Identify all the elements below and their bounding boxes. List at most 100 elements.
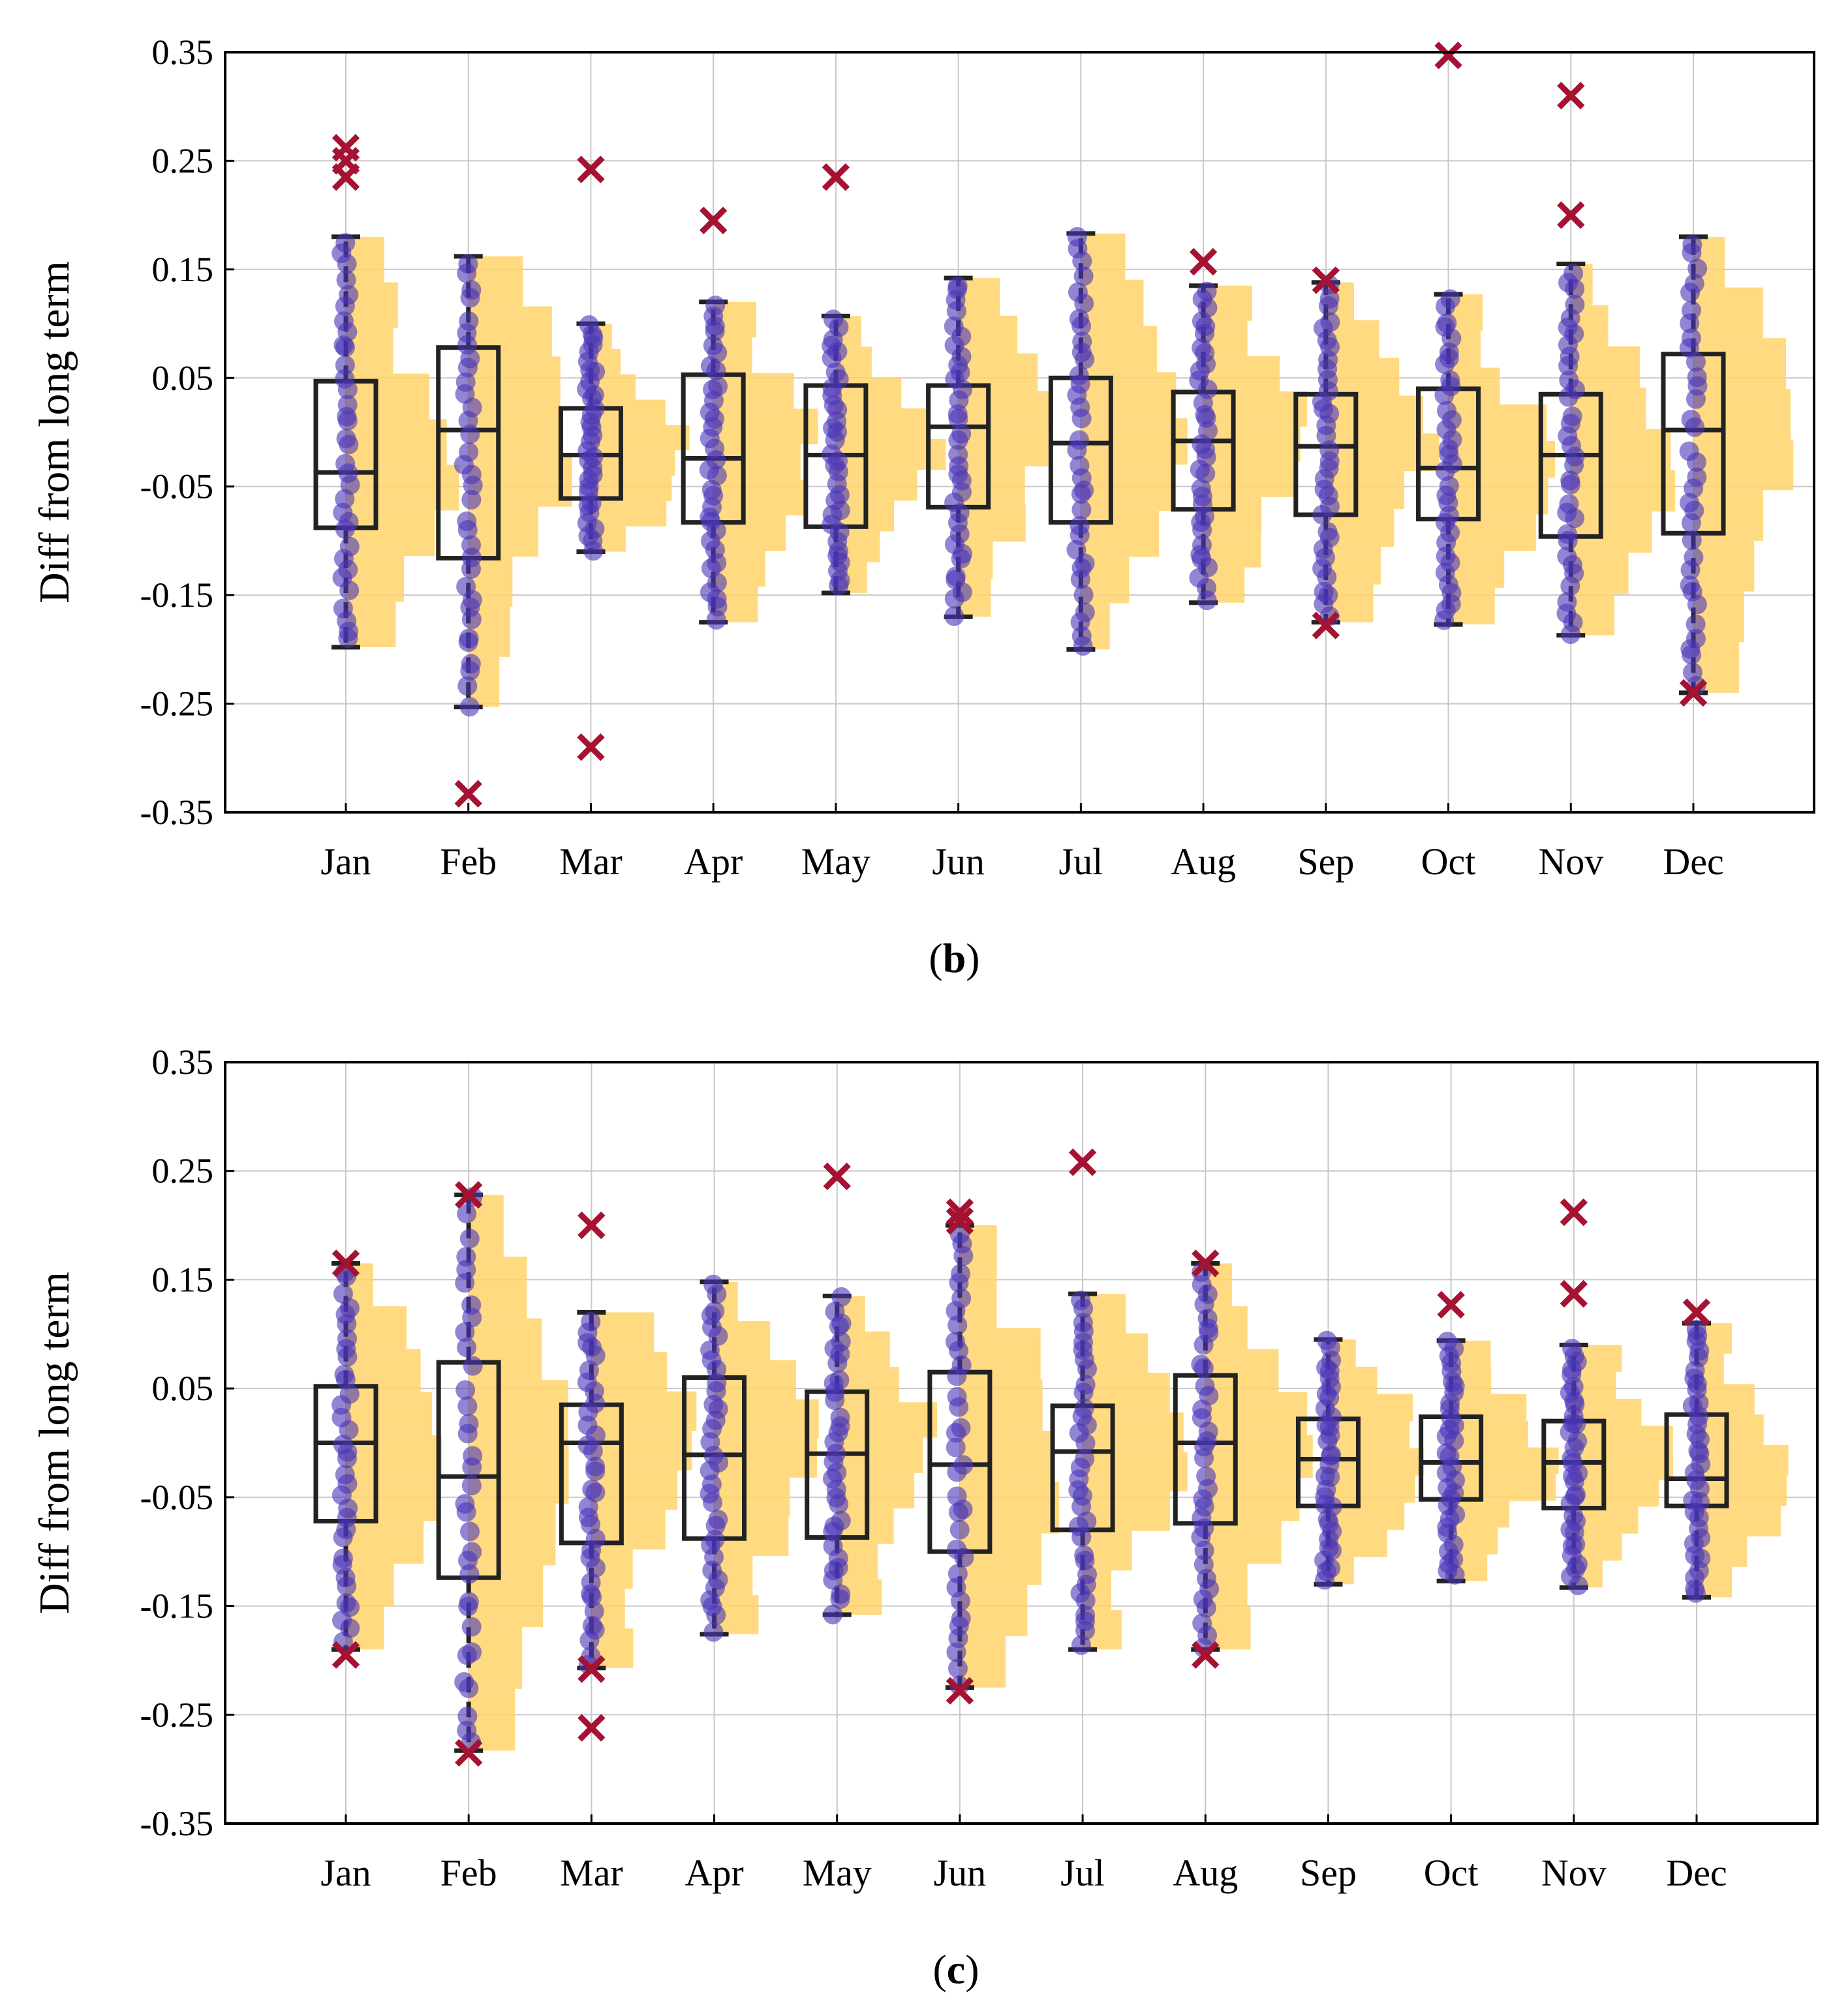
observation-point <box>823 309 843 329</box>
panel-c-y-axis-title: Diff from long term <box>31 1272 78 1614</box>
panel-c-x-ticks: Jan Feb Mar Apr May Jun Jul Aug Sep Oct … <box>320 1852 1727 1894</box>
observation-point <box>947 1386 967 1407</box>
histogram-bin <box>1573 1452 1674 1480</box>
observation-point <box>455 1322 475 1342</box>
panel-c-points <box>331 1187 1711 1752</box>
observation-point <box>1436 546 1456 566</box>
observation-point <box>947 1564 968 1584</box>
histogram-bin <box>1203 426 1301 462</box>
observation-point <box>1682 530 1702 551</box>
histogram-bin <box>714 1399 819 1439</box>
outlier-marker <box>331 1249 360 1277</box>
observation-point <box>1679 441 1699 461</box>
panel-b-month-label: Oct <box>1421 840 1476 883</box>
histogram-bin <box>713 444 801 480</box>
observation-point <box>705 1301 725 1321</box>
histogram-bin <box>959 1482 1060 1534</box>
observation-point <box>1563 264 1584 284</box>
histogram-bin <box>1325 395 1424 434</box>
observation-point <box>951 423 972 444</box>
observation-point <box>1317 1330 1337 1351</box>
observation-point <box>948 444 968 465</box>
histogram-bin <box>959 1636 1006 1688</box>
observation-point <box>944 316 964 337</box>
observation-point <box>454 1672 474 1692</box>
histogram-bin <box>346 1520 424 1564</box>
histogram-bin <box>958 391 1051 429</box>
observation-point <box>582 1615 602 1636</box>
observation-point <box>461 280 482 300</box>
panel-b-caption-open: ( <box>929 935 942 981</box>
histogram-bin <box>469 1565 544 1627</box>
histogram-bin <box>1573 1479 1659 1507</box>
histogram-bin <box>346 1392 433 1435</box>
observation-point <box>1439 476 1459 496</box>
histogram-bin <box>1205 1392 1308 1435</box>
observation-point <box>1687 467 1707 487</box>
observation-point <box>831 1510 851 1531</box>
outlier-marker <box>577 155 605 183</box>
histogram-bin <box>835 408 927 440</box>
observation-point <box>461 489 482 510</box>
observation-point <box>339 536 360 557</box>
observation-point <box>951 1418 971 1438</box>
observation-point <box>579 315 599 335</box>
observation-point <box>831 1332 851 1352</box>
histogram-bin <box>1573 1426 1673 1453</box>
panel-b-month-label: Sep <box>1297 840 1354 883</box>
observation-point <box>461 535 481 555</box>
panel-b-ytick-label: -0.05 <box>140 467 213 506</box>
observation-point <box>1073 585 1094 605</box>
panel-c-month-label: Dec <box>1666 1852 1727 1894</box>
observation-point <box>335 453 356 474</box>
observation-point <box>951 1264 971 1284</box>
outlier-marker <box>1560 1279 1588 1308</box>
observation-point <box>1071 1635 1091 1655</box>
observation-point <box>1075 1375 1096 1395</box>
panel-b-caption-close: ) <box>966 935 979 981</box>
observation-point <box>1437 401 1457 421</box>
histogram-bin <box>837 1473 915 1509</box>
observation-point <box>947 276 968 296</box>
observation-point <box>1068 282 1088 302</box>
panel-b-caption-letter: b <box>943 935 966 981</box>
histogram-bin <box>1697 1444 1789 1476</box>
observation-point <box>459 697 480 717</box>
outlier-marker <box>1437 1291 1465 1319</box>
observation-point <box>946 1437 966 1458</box>
observation-point <box>1074 1545 1094 1565</box>
panel-c-month-label: May <box>803 1852 872 1894</box>
observation-point <box>1320 312 1340 332</box>
observation-point <box>455 1494 475 1514</box>
panel-c-ytick-label: 0.35 <box>152 1043 214 1082</box>
panel-c-month-label: Feb <box>440 1852 497 1894</box>
panel-c-y-ticks: 0.35 0.25 0.15 0.05 -0.05 -0.15 -0.25 -0… <box>140 1043 213 1843</box>
panel-b-outliers <box>331 41 1708 808</box>
observation-point <box>457 1706 478 1726</box>
panel-b-month-label: Jun <box>932 840 985 883</box>
histogram-bin <box>958 504 1026 542</box>
panel-b-ytick-label: 0.05 <box>152 358 214 397</box>
histogram-bin <box>714 1477 790 1517</box>
outlier-marker <box>578 1211 606 1240</box>
histogram-bin <box>468 356 561 407</box>
histogram-bin <box>1328 1475 1415 1503</box>
observation-point <box>1562 1338 1582 1358</box>
histogram-bin <box>346 419 447 465</box>
observation-point <box>1562 406 1582 427</box>
panel-c-ytick-label: -0.15 <box>140 1587 213 1626</box>
histogram-bin <box>591 1391 697 1431</box>
histogram-bin <box>714 1438 818 1478</box>
observation-point <box>1072 331 1092 352</box>
histogram-bin <box>958 428 1049 466</box>
observation-point <box>461 654 481 674</box>
observation-point <box>823 1604 843 1625</box>
panel-b-ytick-label: 0.15 <box>152 250 214 289</box>
observation-point <box>461 1475 482 1495</box>
outlier-marker <box>1189 248 1218 276</box>
histogram-bin <box>469 1380 568 1443</box>
observation-point <box>703 1622 724 1642</box>
histogram-bin <box>1328 1421 1410 1448</box>
observation-point <box>457 512 477 532</box>
observation-point <box>1317 522 1338 542</box>
